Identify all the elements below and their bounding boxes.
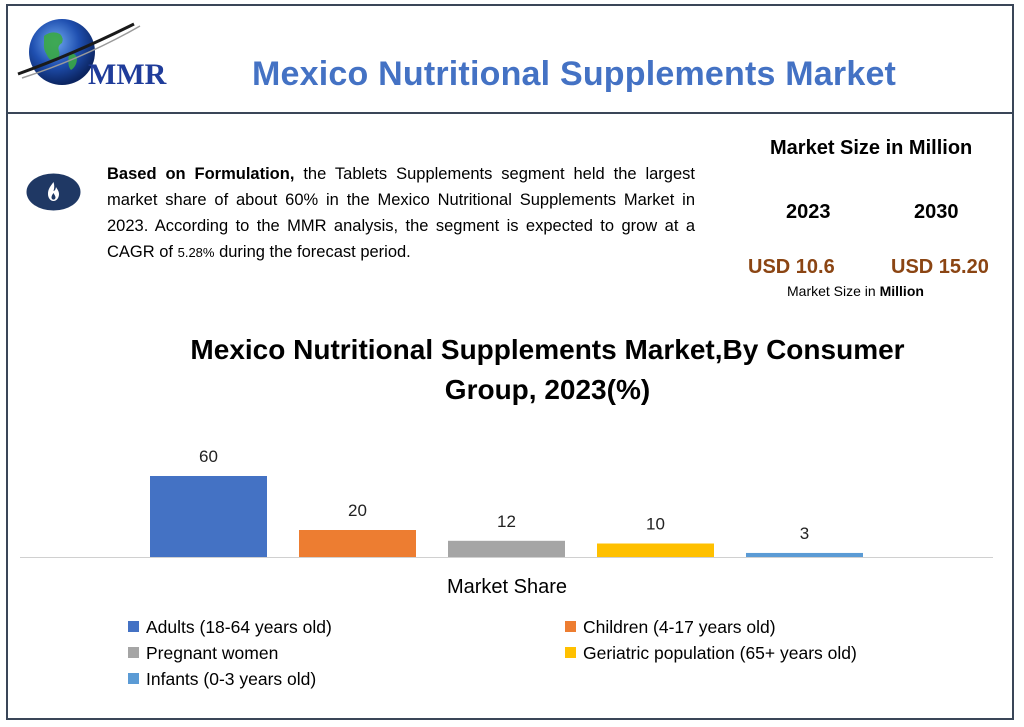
legend-swatch-3: [565, 647, 576, 658]
legend-label-1: Children (4-17 years old): [583, 617, 776, 637]
bar-1: [299, 530, 416, 557]
legend-label-3: Geriatric population (65+ years old): [583, 643, 857, 663]
x-axis-label: Market Share: [446, 576, 568, 598]
legend-item-3: Geriatric population (65+ years old): [565, 643, 857, 664]
summary-text-1: the Tablets Supplements segment held the…: [107, 165, 695, 261]
page-title: Mexico Nutritional Supplements Market: [252, 55, 897, 93]
logo-text: MMR: [88, 58, 167, 91]
market-size-note: Market Size in Million: [787, 283, 924, 299]
legend-swatch-0: [128, 621, 139, 632]
legend-label-2: Pregnant women: [146, 643, 279, 663]
mmr-logo: MMR: [17, 19, 167, 91]
market-value-2030: USD 15.20: [891, 256, 989, 278]
bar-4: [746, 552, 863, 557]
data-label-2: 12: [497, 512, 516, 531]
data-label-4: 3: [800, 524, 809, 543]
summary-cagr: 5.28%: [177, 245, 215, 260]
data-label-0: 60: [199, 447, 218, 466]
legend-swatch-2: [128, 647, 139, 658]
summary-lead: Based on Formulation,: [107, 165, 295, 183]
legend-item-0: Adults (18-64 years old): [128, 617, 332, 638]
data-label-1: 20: [348, 501, 367, 520]
legend-item-2: Pregnant women: [128, 643, 278, 664]
summary-text-2: during the forecast period.: [214, 243, 411, 261]
bar-3: [597, 543, 714, 557]
note-unit: Million: [879, 283, 924, 299]
formulation-summary: Based on Formulation, the Tablets Supple…: [107, 161, 695, 266]
legend-swatch-1: [565, 621, 576, 632]
fire-icon: [26, 173, 81, 211]
year-2030: 2030: [914, 201, 959, 223]
header-divider: [8, 112, 1013, 114]
market-value-2023: USD 10.6: [748, 256, 835, 278]
chart-title: Mexico Nutritional Supplements Market,By…: [190, 334, 905, 405]
bar-0: [150, 476, 267, 557]
market-size-heading: Market Size in Million: [770, 137, 973, 159]
legend-label-0: Adults (18-64 years old): [146, 617, 332, 637]
legend-swatch-4: [128, 673, 139, 684]
legend-item-4: Infants (0-3 years old): [128, 669, 316, 690]
note-prefix: Market Size in: [787, 283, 880, 299]
bar-2: [448, 540, 565, 557]
outer-frame: [6, 4, 1014, 720]
legend-label-4: Infants (0-3 years old): [146, 669, 317, 689]
legend-item-1: Children (4-17 years old): [565, 617, 776, 638]
year-2023: 2023: [786, 201, 831, 223]
data-label-3: 10: [646, 515, 665, 534]
